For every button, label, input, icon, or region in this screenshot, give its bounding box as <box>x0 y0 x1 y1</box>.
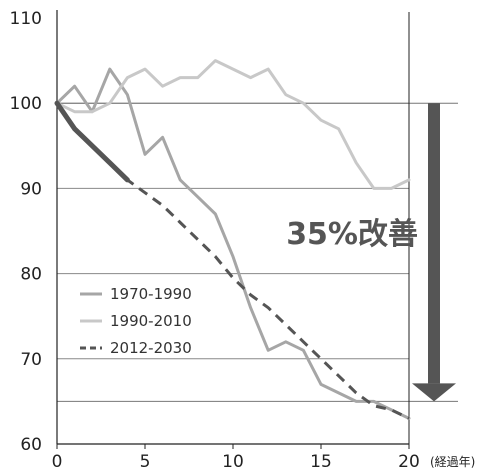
y-tick-label-110: 110 <box>10 9 42 29</box>
y-tick-label-100: 100 <box>10 94 42 114</box>
legend-label-2012-2030: 2012-2030 <box>110 339 192 357</box>
y-tick-label-80: 80 <box>20 265 42 285</box>
y-tick-label-70: 70 <box>20 350 42 370</box>
series-line-2012-2030-solid-part <box>54 100 130 183</box>
x-tick-label-20: 20 <box>398 452 420 470</box>
tick-labels: 60 70 80 90 100 110 0 5 10 15 20 (経過年) <box>10 9 476 470</box>
series-line-1990-2010 <box>55 59 411 190</box>
series-lines <box>54 59 411 420</box>
x-tick-label-15: 15 <box>310 452 332 470</box>
x-tick-label-0: 0 <box>52 452 63 470</box>
improvement-annotation: 35%改善 <box>286 217 418 252</box>
reference-lines <box>57 102 458 402</box>
x-tick-label-10: 10 <box>222 452 244 470</box>
legend: 1970-1990 1990-2010 2012-2030 <box>80 285 192 357</box>
x-tick-label-5: 5 <box>140 452 151 470</box>
x-axis-unit-label: (経過年) <box>430 455 475 469</box>
legend-label-1970-1990: 1970-1990 <box>110 285 192 303</box>
annotation: 35%改善 <box>286 103 456 402</box>
y-tick-label-90: 90 <box>20 179 42 199</box>
arrow-shaft <box>428 103 440 384</box>
y-tick-label-60: 60 <box>20 435 42 455</box>
arrow-head <box>412 383 456 402</box>
series-line-1970-1990 <box>55 67 411 420</box>
legend-label-1990-2010: 1990-2010 <box>110 312 192 330</box>
